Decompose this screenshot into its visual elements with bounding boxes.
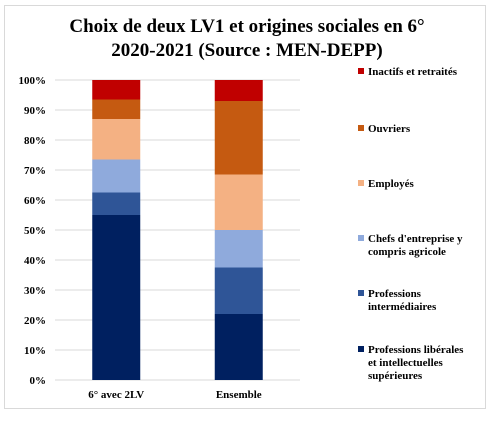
y-tick-label: 10% (24, 345, 46, 357)
legend-swatch (358, 125, 364, 131)
legend-swatch (358, 290, 364, 296)
legend-label: compris agricole (368, 246, 446, 258)
bar-segment (214, 314, 263, 380)
legend-label: Professions libérales (368, 344, 464, 356)
bar-segment (214, 101, 263, 175)
legend-label: Professions (368, 288, 422, 300)
y-tick-label: 0% (30, 375, 47, 387)
y-tick-label: 90% (24, 105, 46, 117)
x-category-label: Ensemble (216, 389, 262, 401)
bar-segment (92, 215, 141, 380)
x-category-label: 6° avec 2LV (88, 389, 144, 401)
legend-label: Chefs d'entreprise y (368, 233, 463, 245)
legend-label: Ouvriers (368, 123, 411, 135)
y-tick-label: 30% (24, 285, 46, 297)
bar-segment (92, 192, 141, 215)
y-tick-label: 20% (24, 315, 46, 327)
legend-swatch (358, 68, 364, 74)
legend-label: supérieures (368, 370, 423, 382)
bar-segment (214, 80, 263, 101)
legend-label: Employés (368, 178, 415, 190)
bar-segment (214, 267, 263, 314)
legend-swatch (358, 235, 364, 241)
y-tick-label: 100% (19, 75, 47, 87)
bar-segment (92, 159, 141, 193)
y-tick-label: 70% (24, 165, 46, 177)
legend-label: Inactifs et retraités (368, 66, 458, 78)
y-tick-label: 60% (24, 195, 46, 207)
bar-segment (214, 174, 263, 230)
bar-segment (92, 99, 141, 119)
legend-label: intermédiaires (368, 301, 437, 313)
y-tick-label: 80% (24, 135, 46, 147)
chart-subtitle: 2020-2021 (Source : MEN-DEPP) (111, 40, 383, 61)
bar-segment (92, 119, 141, 160)
y-tick-label: 50% (24, 225, 46, 237)
y-tick-label: 40% (24, 255, 46, 267)
legend-label: et intellectuelles (368, 357, 444, 369)
chart-title: Choix de deux LV1 et origines sociales e… (69, 16, 425, 37)
legend-swatch (358, 346, 364, 352)
bar-segment (214, 230, 263, 268)
legend-swatch (358, 180, 364, 186)
bar-segment (92, 80, 141, 100)
